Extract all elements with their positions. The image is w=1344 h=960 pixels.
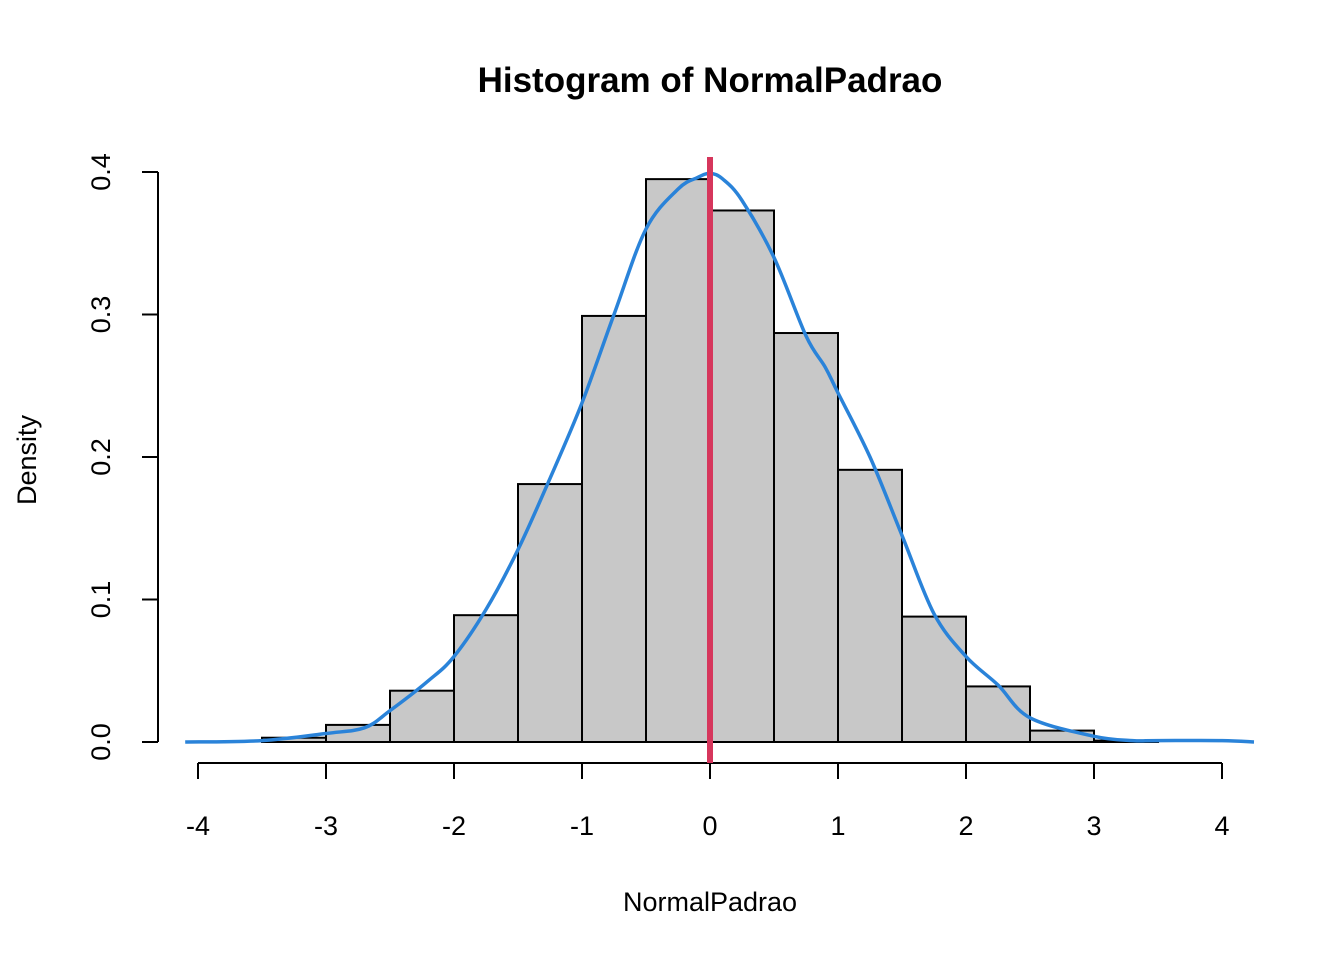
histogram-bar — [965, 685, 1031, 743]
x-tick-label: 4 — [1214, 811, 1229, 841]
histogram-bar — [709, 209, 775, 744]
y-tick-label: 0.1 — [86, 581, 116, 619]
y-tick-label: 0.3 — [86, 296, 116, 334]
x-tick-label: -4 — [186, 811, 210, 841]
y-axis-label: Density — [12, 414, 42, 505]
histogram-bar — [837, 468, 903, 743]
y-tick-label: 0.0 — [86, 723, 116, 761]
x-tick-label: 2 — [958, 811, 973, 841]
x-tick-label: -1 — [570, 811, 594, 841]
x-axis-label: NormalPadrao — [623, 887, 797, 917]
x-tick-label: 0 — [702, 811, 717, 841]
y-tick-label: 0.2 — [86, 438, 116, 476]
x-tick-label: -2 — [442, 811, 466, 841]
chart-title: Histogram of NormalPadrao — [478, 61, 943, 100]
y-axis: 0.0 0.1 0.2 0.3 0.4 — [86, 153, 159, 761]
histogram-bar — [1029, 729, 1095, 743]
x-tick-label: 1 — [830, 811, 845, 841]
histogram-bar — [773, 332, 839, 743]
x-axis: -4 -3 -2 -1 0 1 2 3 4 — [186, 762, 1230, 841]
histogram-bar — [453, 614, 519, 743]
y-tick-label: 0.4 — [86, 153, 116, 191]
histogram-bar — [901, 615, 967, 743]
histogram-bar — [517, 483, 583, 743]
histogram-bar — [389, 689, 455, 744]
x-tick-label: 3 — [1086, 811, 1101, 841]
histogram-bar — [645, 178, 711, 743]
density-curve — [185, 171, 1255, 744]
x-tick-label: -3 — [314, 811, 338, 841]
